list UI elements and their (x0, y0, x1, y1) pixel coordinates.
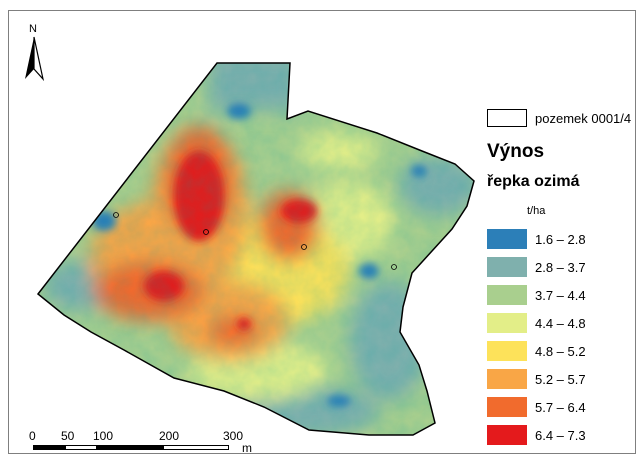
north-arrow-icon (25, 36, 45, 82)
legend-unit: t/ha (527, 205, 546, 217)
parcel-swatch (487, 109, 527, 127)
legend-swatch (487, 397, 527, 417)
legend-crop: řepka ozimá (487, 173, 580, 190)
legend-swatch (487, 369, 527, 389)
legend-swatch (487, 257, 527, 277)
legend-class-label: 1.6 – 2.8 (535, 232, 586, 247)
legend-class-label: 2.8 – 3.7 (535, 260, 586, 275)
legend-class-label: 5.2 – 5.7 (535, 372, 586, 387)
scale-segment (97, 445, 163, 450)
legend-parcel-row: pozemek 0001/4 (487, 107, 635, 129)
scale-segment (65, 445, 97, 450)
north-arrow: N (22, 23, 46, 85)
legend-class-label: 4.4 – 4.8 (535, 316, 586, 331)
legend-class-label: 5.7 – 6.4 (535, 400, 586, 415)
legend-class: 4.8 – 5.2 (487, 339, 635, 361)
parcel-label: pozemek 0001/4 (535, 111, 632, 126)
legend-class-label: 4.8 – 5.2 (535, 344, 586, 359)
legend-swatch (487, 313, 527, 333)
parcel-boundary (36, 62, 475, 436)
legend-class-label: 3.7 – 4.4 (535, 288, 586, 303)
scale-unit: m (242, 441, 252, 454)
scale-segment (163, 445, 229, 450)
legend-class: 1.6 – 2.8 (487, 227, 635, 249)
yield-map (36, 62, 475, 436)
north-label: N (29, 23, 37, 35)
legend-class: 4.4 – 4.8 (487, 311, 635, 333)
scale-bar: 0 50 100 200 300 m (19, 429, 259, 454)
legend-class: 5.2 – 5.7 (487, 367, 635, 389)
scale-tick-label: 0 (29, 429, 36, 443)
legend-class: 2.8 – 3.7 (487, 255, 635, 277)
legend-title: Výnos (487, 141, 545, 162)
legend-swatch (487, 341, 527, 361)
scale-tick-label: 300 (223, 429, 244, 443)
legend-class: 5.7 – 6.4 (487, 395, 635, 417)
map-frame: N pozemek 0001/4 Výnos řepka ozimá t/ha … (8, 10, 636, 454)
scale-tick-label: 50 (61, 429, 75, 443)
legend-class: 3.7 – 4.4 (487, 283, 635, 305)
scale-tick-label: 200 (159, 429, 180, 443)
legend-class-label: 6.4 – 7.3 (535, 428, 586, 443)
scale-segment (33, 445, 65, 450)
legend-swatch (487, 285, 527, 305)
scale-tick-label: 100 (93, 429, 114, 443)
legend-class: 6.4 – 7.3 (487, 423, 635, 445)
legend-swatch (487, 229, 527, 249)
legend-swatch (487, 425, 527, 445)
